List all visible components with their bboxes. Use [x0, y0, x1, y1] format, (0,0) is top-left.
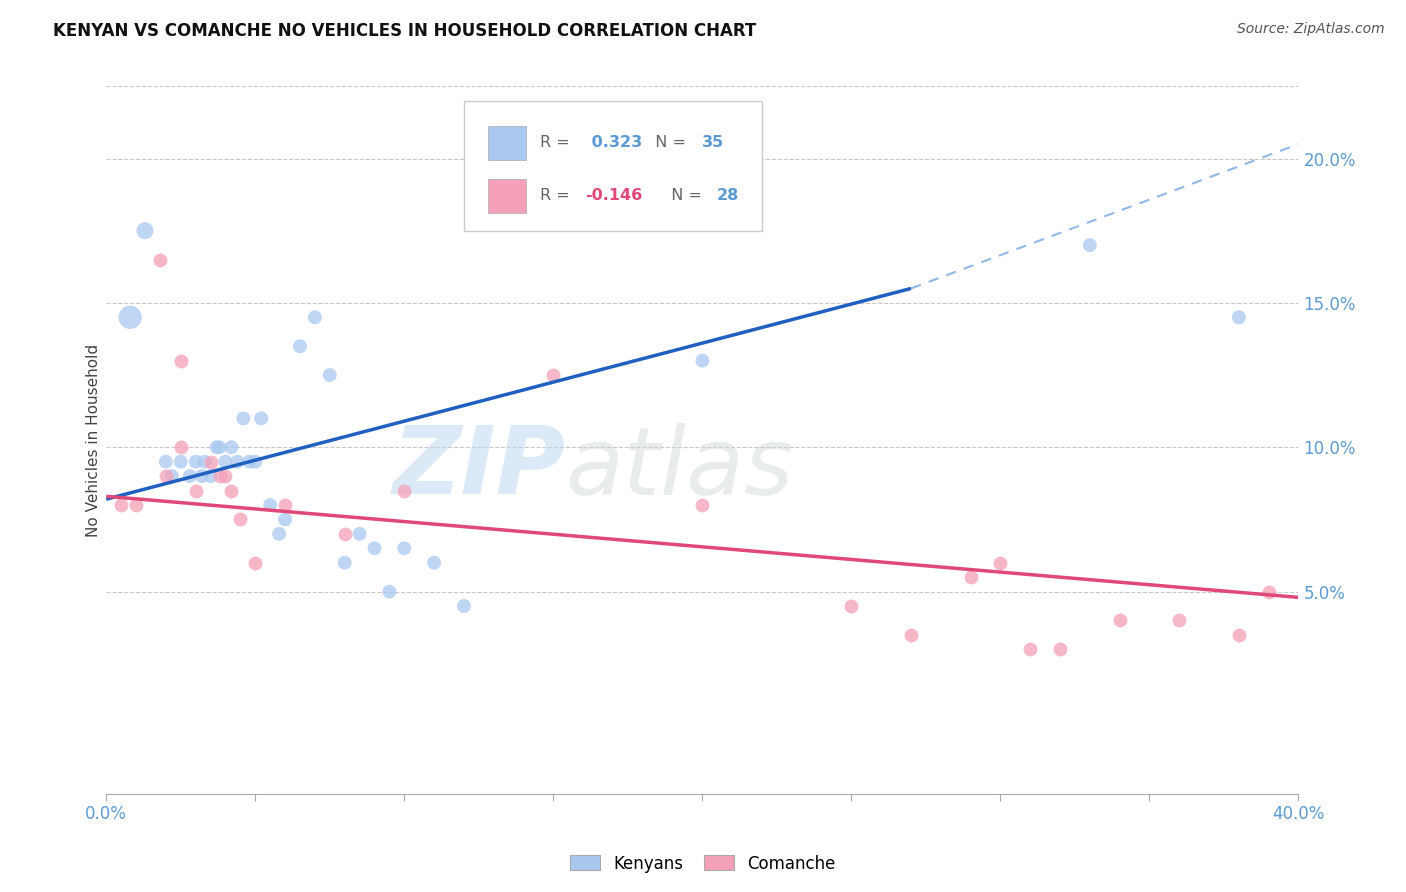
Point	[214, 455, 236, 469]
Point	[1049, 642, 1071, 657]
Text: R =: R =	[540, 188, 575, 203]
Point	[363, 541, 385, 556]
Point	[692, 353, 714, 368]
Point	[179, 469, 201, 483]
Point	[110, 498, 132, 512]
Text: Source: ZipAtlas.com: Source: ZipAtlas.com	[1237, 22, 1385, 37]
Point	[990, 556, 1012, 570]
Point	[349, 526, 371, 541]
Point	[155, 455, 177, 469]
Point	[304, 310, 326, 325]
Point	[250, 411, 273, 425]
Point	[394, 541, 416, 556]
Point	[959, 570, 981, 584]
Point	[900, 628, 922, 642]
Point	[274, 512, 297, 526]
Text: ZIP: ZIP	[392, 422, 565, 515]
Point	[184, 483, 207, 498]
Point	[160, 469, 183, 483]
Text: R =: R =	[540, 136, 575, 151]
Point	[333, 556, 356, 570]
Text: N =: N =	[645, 136, 692, 151]
Point	[221, 440, 243, 454]
Point	[1227, 310, 1250, 325]
Text: 35: 35	[703, 136, 724, 151]
Point	[208, 440, 231, 454]
Point	[184, 455, 207, 469]
Point	[245, 556, 267, 570]
Point	[200, 469, 222, 483]
Point	[208, 469, 231, 483]
Point	[394, 483, 416, 498]
FancyBboxPatch shape	[488, 126, 526, 160]
Point	[259, 498, 281, 512]
Point	[200, 455, 222, 469]
FancyBboxPatch shape	[464, 101, 762, 231]
Point	[1257, 584, 1279, 599]
Text: N =: N =	[661, 188, 707, 203]
Point	[274, 498, 297, 512]
Point	[149, 252, 172, 267]
Point	[226, 455, 249, 469]
Text: 0.323: 0.323	[585, 136, 641, 151]
Point	[238, 455, 260, 469]
Point	[319, 368, 342, 382]
Point	[134, 224, 156, 238]
Text: atlas: atlas	[565, 423, 793, 514]
FancyBboxPatch shape	[488, 179, 526, 213]
Text: -0.146: -0.146	[585, 188, 643, 203]
Point	[170, 353, 193, 368]
Point	[453, 599, 475, 613]
Point	[120, 310, 142, 325]
Point	[692, 498, 714, 512]
Point	[229, 512, 252, 526]
Point	[221, 483, 243, 498]
Text: KENYAN VS COMANCHE NO VEHICLES IN HOUSEHOLD CORRELATION CHART: KENYAN VS COMANCHE NO VEHICLES IN HOUSEH…	[53, 22, 756, 40]
Point	[378, 584, 401, 599]
Point	[170, 440, 193, 454]
Point	[288, 339, 311, 353]
Point	[423, 556, 446, 570]
Point	[170, 455, 193, 469]
Point	[125, 498, 148, 512]
Point	[543, 368, 565, 382]
Point	[214, 469, 236, 483]
Point	[1168, 614, 1191, 628]
Point	[155, 469, 177, 483]
Point	[190, 469, 212, 483]
Point	[333, 526, 356, 541]
Point	[245, 455, 267, 469]
Legend: Kenyans, Comanche: Kenyans, Comanche	[564, 848, 842, 880]
Y-axis label: No Vehicles in Household: No Vehicles in Household	[86, 343, 101, 537]
Point	[194, 455, 217, 469]
Point	[1019, 642, 1042, 657]
Point	[205, 440, 228, 454]
Point	[1078, 238, 1101, 252]
Point	[269, 526, 291, 541]
Point	[1108, 614, 1130, 628]
Point	[1227, 628, 1250, 642]
Point	[841, 599, 863, 613]
Point	[232, 411, 254, 425]
Text: 28: 28	[717, 188, 740, 203]
